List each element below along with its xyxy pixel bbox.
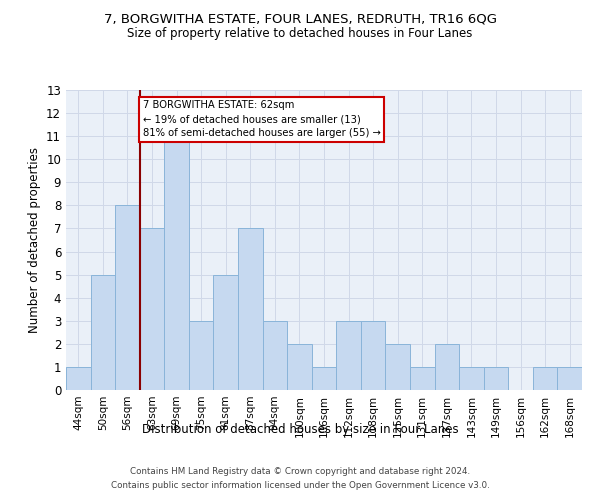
Bar	[385, 344, 410, 390]
Bar	[533, 367, 557, 390]
Bar	[214, 274, 238, 390]
Bar	[66, 367, 91, 390]
Text: Contains public sector information licensed under the Open Government Licence v3: Contains public sector information licen…	[110, 481, 490, 490]
Bar	[189, 321, 214, 390]
Bar	[484, 367, 508, 390]
Bar	[410, 367, 434, 390]
Bar	[312, 367, 336, 390]
Bar	[557, 367, 582, 390]
Text: 7 BORGWITHA ESTATE: 62sqm
← 19% of detached houses are smaller (13)
81% of semi-: 7 BORGWITHA ESTATE: 62sqm ← 19% of detac…	[143, 100, 380, 138]
Bar	[164, 136, 189, 390]
Bar	[238, 228, 263, 390]
Bar	[263, 321, 287, 390]
Text: Size of property relative to detached houses in Four Lanes: Size of property relative to detached ho…	[127, 28, 473, 40]
Bar	[434, 344, 459, 390]
Bar	[91, 274, 115, 390]
Bar	[336, 321, 361, 390]
Text: Contains HM Land Registry data © Crown copyright and database right 2024.: Contains HM Land Registry data © Crown c…	[130, 467, 470, 476]
Bar	[140, 228, 164, 390]
Bar	[361, 321, 385, 390]
Bar	[459, 367, 484, 390]
Bar	[287, 344, 312, 390]
Bar	[115, 206, 140, 390]
Text: Distribution of detached houses by size in Four Lanes: Distribution of detached houses by size …	[142, 422, 458, 436]
Y-axis label: Number of detached properties: Number of detached properties	[28, 147, 41, 333]
Text: 7, BORGWITHA ESTATE, FOUR LANES, REDRUTH, TR16 6QG: 7, BORGWITHA ESTATE, FOUR LANES, REDRUTH…	[104, 12, 497, 26]
